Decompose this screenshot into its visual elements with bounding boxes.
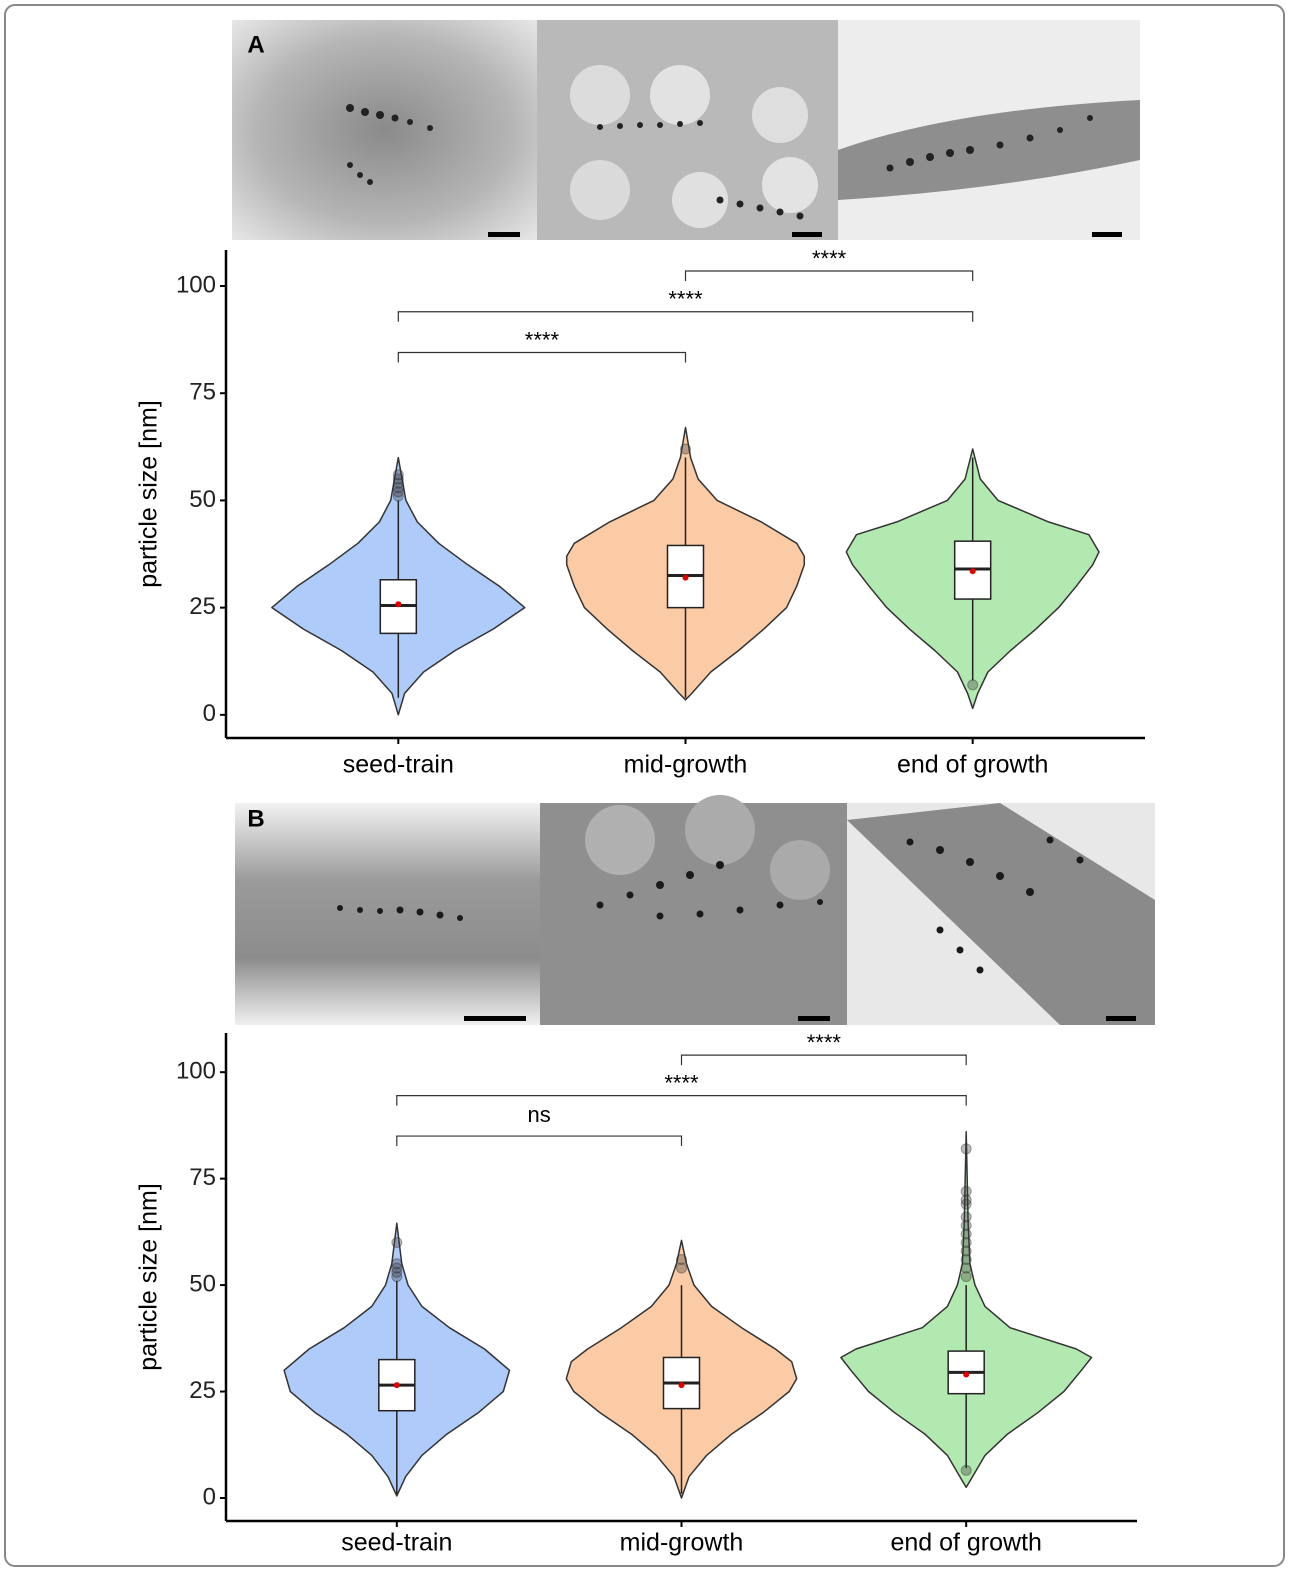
y-tick-label: 100 xyxy=(176,271,216,298)
significance-bracket xyxy=(397,1136,682,1146)
micrographs-b xyxy=(235,795,1155,1025)
mean xyxy=(963,1372,969,1378)
outlier xyxy=(961,1465,971,1475)
y-tick-label: 25 xyxy=(189,1377,216,1404)
significance-label: **** xyxy=(664,1070,699,1095)
significance-bracket xyxy=(398,352,685,362)
y-axis-title: particle size [nm] xyxy=(135,1183,163,1371)
y-tick-label: 100 xyxy=(176,1058,216,1085)
y-tick-label: 0 xyxy=(203,700,216,727)
mean xyxy=(970,568,976,574)
y-tick-label: 50 xyxy=(189,1270,216,1297)
outlier xyxy=(392,1238,402,1248)
x-tick-label: mid-growth xyxy=(624,751,748,779)
outlier xyxy=(677,1255,687,1265)
outlier xyxy=(961,1212,971,1222)
panel-label: A xyxy=(247,31,264,58)
significance-label: **** xyxy=(668,287,703,312)
significance-bracket xyxy=(682,1055,967,1065)
x-tick-label: seed-train xyxy=(343,751,454,779)
y-tick-label: 75 xyxy=(189,379,216,406)
mean xyxy=(679,1382,685,1388)
figure: Aparticle size [nm] 0 25 50 75 100 seed-train m… xyxy=(0,0,1290,1572)
y-tick-label: 0 xyxy=(203,1483,216,1510)
significance-label: **** xyxy=(807,1030,842,1055)
y-axis-title: particle size [nm] xyxy=(135,400,163,588)
panel-label: B xyxy=(247,805,264,832)
x-tick-label: seed-train xyxy=(341,1529,452,1557)
mean xyxy=(683,575,689,581)
significance-bracket xyxy=(686,271,973,281)
outlier xyxy=(961,1144,971,1154)
outlier xyxy=(392,1259,402,1269)
y-tick-label: 50 xyxy=(189,486,216,513)
significance-label: ns xyxy=(528,1102,551,1127)
x-tick-label: end of growth xyxy=(890,1529,1042,1557)
significance-label: **** xyxy=(525,327,560,352)
outlier xyxy=(393,470,403,480)
significance-bracket xyxy=(397,1096,966,1106)
y-tick-label: 75 xyxy=(189,1164,216,1191)
x-tick-label: end of growth xyxy=(897,751,1049,779)
mean xyxy=(395,601,401,607)
x-tick-label: mid-growth xyxy=(620,1529,744,1557)
y-tick-label: 25 xyxy=(189,593,216,620)
micrographs-a xyxy=(232,20,1140,240)
outlier xyxy=(961,1186,971,1196)
significance-label: **** xyxy=(812,246,847,271)
outlier xyxy=(681,444,691,454)
outlier xyxy=(968,680,978,690)
mean xyxy=(394,1382,400,1388)
significance-bracket xyxy=(398,312,972,322)
